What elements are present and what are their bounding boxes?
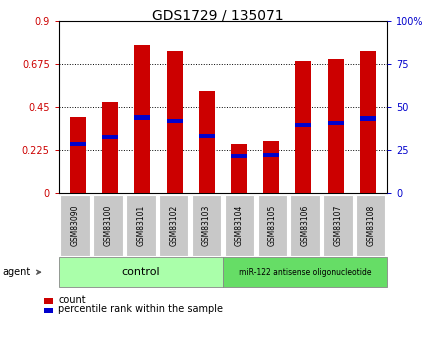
Text: GSM83100: GSM83100 (103, 205, 112, 246)
Bar (295, 123, 311, 127)
Bar (70, 142, 86, 146)
Bar (359, 116, 375, 120)
Bar (327, 121, 343, 125)
Text: GSM83102: GSM83102 (169, 205, 178, 246)
Bar (134, 115, 150, 120)
Text: GSM83106: GSM83106 (300, 205, 309, 246)
Text: count: count (58, 295, 86, 305)
Bar (295, 61, 311, 193)
Bar (198, 91, 214, 193)
Text: GSM83108: GSM83108 (365, 205, 375, 246)
Bar (134, 45, 150, 193)
Text: GSM83090: GSM83090 (70, 204, 79, 246)
Text: GDS1729 / 135071: GDS1729 / 135071 (151, 9, 283, 23)
Text: GSM83107: GSM83107 (332, 205, 342, 246)
Bar (166, 51, 182, 193)
Text: percentile rank within the sample: percentile rank within the sample (58, 305, 223, 314)
Bar (198, 134, 214, 138)
Text: miR-122 antisense oligonucleotide: miR-122 antisense oligonucleotide (238, 268, 371, 277)
Bar (102, 135, 118, 139)
Bar (230, 154, 247, 158)
Text: GSM83105: GSM83105 (267, 205, 276, 246)
Text: control: control (121, 267, 160, 277)
Bar (263, 141, 279, 193)
Bar (166, 119, 182, 124)
Bar (359, 51, 375, 193)
Bar (230, 144, 247, 193)
Text: GSM83101: GSM83101 (136, 205, 145, 246)
Bar (263, 153, 279, 157)
Bar (327, 59, 343, 193)
Bar (70, 118, 86, 193)
Bar (102, 102, 118, 193)
Text: GSM83104: GSM83104 (234, 205, 243, 246)
Text: agent: agent (2, 267, 30, 277)
Text: GSM83103: GSM83103 (201, 205, 210, 246)
